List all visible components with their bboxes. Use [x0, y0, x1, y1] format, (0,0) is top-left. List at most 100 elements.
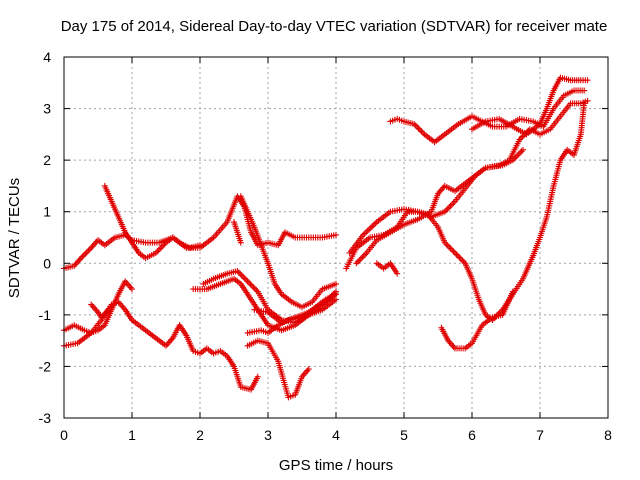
- data-point: [362, 251, 369, 258]
- data-point: [241, 275, 248, 282]
- data-point: [90, 241, 97, 248]
- data-point: [414, 123, 421, 130]
- data-point: [254, 373, 261, 380]
- data-point: [333, 231, 339, 238]
- data-point: [453, 251, 460, 258]
- x-tick-label: 3: [264, 427, 272, 443]
- data-point: [361, 230, 368, 237]
- data-point: [366, 226, 373, 233]
- series-arc-18: [88, 301, 112, 321]
- y-tick-label: -2: [39, 358, 52, 374]
- data-point: [155, 247, 162, 254]
- data-point: [447, 245, 454, 252]
- axis-ticks: 0 1 2 3 4 5 6 7 8 -3 -2 -1 0 1 2 3 4: [39, 49, 613, 443]
- y-tick-label: 2: [43, 152, 51, 168]
- data-point: [449, 342, 456, 349]
- data-point: [129, 286, 135, 293]
- data-point: [92, 306, 99, 313]
- data-point: [450, 248, 457, 255]
- data-point: [80, 252, 87, 259]
- data-point: [333, 288, 339, 295]
- data-point: [584, 97, 591, 104]
- data-point: [79, 253, 86, 260]
- series-arc-15: [469, 74, 591, 138]
- data-point: [517, 149, 524, 156]
- series-arc-2: [101, 182, 203, 262]
- x-tick-label: 7: [536, 427, 544, 443]
- data-point: [247, 281, 254, 288]
- x-tick-label: 2: [196, 427, 204, 443]
- y-tick-label: -3: [39, 410, 52, 426]
- data-point: [452, 249, 458, 256]
- data-point: [251, 285, 258, 292]
- data-point: [446, 204, 453, 211]
- data-point: [354, 258, 361, 265]
- data-point: [73, 259, 80, 266]
- data-point: [360, 252, 367, 259]
- data-point: [333, 280, 339, 287]
- data-point: [459, 257, 466, 264]
- data-point: [444, 242, 451, 249]
- data-point: [88, 244, 95, 251]
- data-point: [85, 247, 92, 254]
- data-point: [237, 239, 244, 246]
- data-point: [450, 199, 457, 206]
- series-arc-16: [438, 288, 516, 352]
- x-tick-label: 5: [400, 427, 408, 443]
- data-point: [415, 125, 422, 132]
- y-tick-label: 4: [43, 49, 51, 65]
- y-axis-label: SDTVAR / TECUs: [6, 178, 23, 298]
- data-point: [356, 257, 363, 264]
- data-point: [457, 255, 464, 262]
- data-point: [419, 129, 426, 136]
- series-arc-14: [387, 87, 588, 146]
- series-arc-17: [346, 146, 526, 256]
- data-point: [127, 284, 134, 291]
- data-point: [584, 77, 591, 84]
- y-tick-label: 0: [43, 255, 51, 271]
- data-point: [303, 369, 310, 376]
- data-point: [447, 340, 454, 347]
- data-point: [454, 252, 461, 259]
- data-point: [581, 87, 588, 94]
- x-tick-label: 1: [128, 427, 136, 443]
- y-tick-label: -1: [39, 307, 52, 323]
- data-point: [250, 284, 257, 291]
- data-point: [240, 273, 247, 280]
- data-point: [305, 366, 312, 373]
- data-point: [417, 126, 424, 133]
- data-point: [301, 370, 308, 377]
- data-point: [90, 304, 97, 311]
- data-point: [235, 269, 242, 276]
- data-point: [518, 148, 525, 155]
- series-arc-19: [231, 219, 244, 246]
- data-point: [372, 220, 379, 227]
- data-point: [83, 249, 90, 256]
- data-point: [369, 223, 376, 230]
- data-point: [449, 247, 456, 254]
- x-tick-label: 8: [604, 427, 612, 443]
- y-tick-label: 1: [43, 204, 51, 220]
- series-arc-8: [244, 337, 312, 401]
- data-point: [116, 300, 123, 307]
- data-point: [248, 282, 255, 289]
- data-point: [449, 201, 456, 208]
- series-arc-4: [61, 298, 261, 393]
- y-tick-label: 3: [43, 101, 51, 117]
- data-point: [512, 154, 519, 161]
- data-point: [509, 288, 516, 295]
- data-point: [370, 221, 377, 228]
- data-point: [157, 245, 164, 252]
- data-point: [88, 301, 95, 308]
- data-point: [333, 296, 339, 303]
- x-tick-label: 6: [468, 427, 476, 443]
- data-point: [119, 303, 126, 310]
- data-point: [244, 278, 251, 285]
- data-point: [126, 282, 133, 289]
- data-point: [197, 242, 203, 249]
- data-point: [367, 224, 374, 231]
- data-point: [82, 250, 89, 257]
- x-tick-label: 0: [60, 427, 68, 443]
- data-point: [359, 254, 366, 261]
- data-point: [456, 254, 463, 261]
